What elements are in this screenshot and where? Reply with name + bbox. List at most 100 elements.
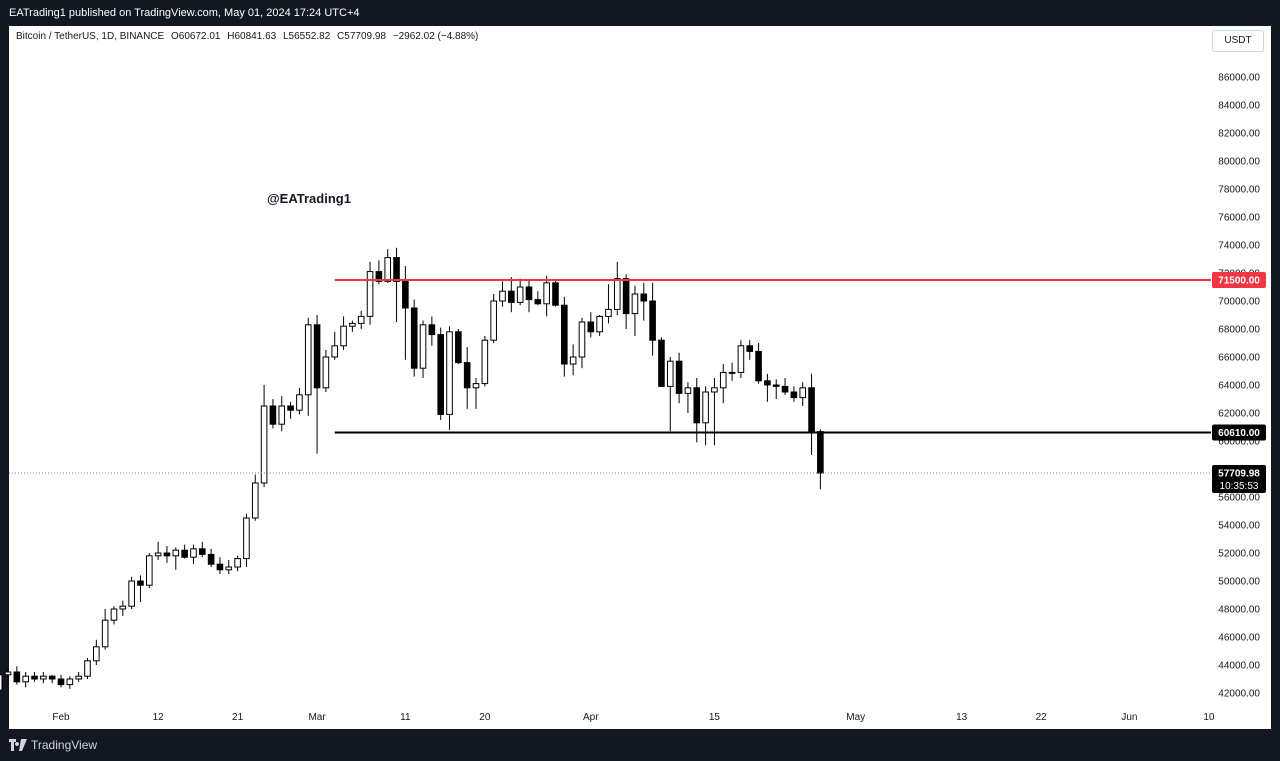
candle-body-down: [622, 278, 630, 315]
price-tick-label: 42000.00: [1218, 689, 1260, 700]
price-tick-label: 56000.00: [1218, 493, 1260, 504]
candle-body-down: [561, 304, 568, 365]
candle-body-up: [684, 387, 692, 394]
candle-body-down: [207, 553, 215, 565]
time-tick-label: Apr: [583, 712, 599, 723]
candle-body-up: [304, 324, 312, 396]
candle-body-up: [4, 671, 12, 676]
last-price-tag: [1212, 465, 1266, 494]
candle-body-down: [658, 339, 665, 387]
candle-body-up: [75, 675, 82, 680]
candle-body-up: [446, 331, 453, 415]
candle-body-up: [340, 325, 347, 347]
level-price-label: 71500.00: [1218, 276, 1260, 287]
candle-body-down: [137, 580, 144, 586]
candle-body-down: [48, 675, 56, 680]
candle-body-down: [772, 384, 780, 387]
candle-body-down: [216, 563, 224, 571]
candle-body-up: [84, 660, 91, 677]
candle-body-up: [666, 360, 674, 387]
price-tick-label: 68000.00: [1218, 325, 1260, 336]
candle-body-up: [702, 391, 709, 424]
time-tick-label: 22: [1036, 712, 1048, 723]
candle-body-up: [101, 619, 109, 648]
candle-body-down: [649, 300, 656, 341]
candle-body-down: [31, 675, 38, 680]
candle-body-up: [728, 371, 736, 374]
price-tick-label: 70000.00: [1218, 297, 1260, 308]
candle-body-down: [552, 282, 559, 306]
candle-body-down: [755, 350, 762, 382]
candle-body-up: [711, 387, 718, 393]
time-tick-label: Feb: [52, 712, 70, 723]
candle-body-up: [719, 371, 727, 389]
candle-body-up: [331, 345, 339, 358]
candle-body-up: [278, 405, 286, 425]
time-tick-label: Mar: [308, 712, 326, 723]
candle-body-down: [410, 307, 418, 369]
candle-body-down: [181, 549, 188, 558]
candle-body-up: [119, 605, 127, 610]
brand-label: TradingView: [31, 738, 98, 752]
ohlc-legend: Bitcoin / TetherUS, 1D, BINANCE O60672.0…: [16, 31, 482, 42]
candle-body-up: [128, 580, 135, 607]
time-tick-label: 20: [479, 712, 491, 723]
candle-body-down: [508, 290, 515, 303]
price-tick-label: 82000.00: [1218, 129, 1260, 140]
tradingview-logo-icon: [9, 739, 27, 751]
candle-body-up: [154, 552, 162, 557]
symbol-label: Bitcoin / TetherUS, 1D, BINANCE: [16, 31, 165, 42]
candle-body-up: [419, 324, 427, 369]
price-tick-label: 86000.00: [1218, 73, 1260, 84]
change-value: −2962.02 (−4.88%): [392, 31, 479, 42]
time-tick-label: 10: [1203, 712, 1215, 723]
candle-body-down: [525, 286, 533, 301]
candle-body-down: [287, 405, 294, 411]
candle-body-up: [799, 387, 807, 399]
candle-body-down: [198, 548, 206, 555]
candle-body-down: [313, 324, 321, 389]
price-tick-label: 44000.00: [1218, 661, 1260, 672]
candle-body-up: [40, 675, 47, 680]
price-tick-label: 62000.00: [1218, 409, 1260, 420]
candle-body-down: [817, 431, 824, 474]
candle-body-up: [234, 558, 241, 568]
candle-body-down: [640, 293, 648, 302]
level-price-tag: [1212, 272, 1266, 288]
chart-frame[interactable]: Bitcoin / TetherUS, 1D, BINANCE O60672.0…: [9, 26, 1271, 729]
candle-body-down: [375, 271, 383, 282]
candle-body-up: [596, 315, 603, 333]
currency-button[interactable]: USDT: [1212, 30, 1264, 52]
candle-body-up: [172, 549, 180, 557]
candle-body-up: [225, 566, 233, 571]
price-tick-label: 64000.00: [1218, 381, 1260, 392]
level-price-label: 60610.00: [1218, 428, 1260, 439]
high-value: H60841.63: [227, 31, 277, 42]
candle-body-up: [605, 308, 612, 317]
candle-body-down: [790, 391, 798, 399]
time-tick-label: 21: [232, 712, 244, 723]
candle-body-down: [693, 387, 701, 424]
tradingview-logo[interactable]: TradingView: [9, 738, 97, 752]
price-tick-label: 54000.00: [1218, 521, 1260, 532]
price-tick-label: 60000.00: [1218, 437, 1260, 448]
candle-body-down: [402, 280, 409, 309]
candle-body-up: [499, 290, 506, 302]
candle-body-up: [260, 405, 268, 484]
candle-body-up: [384, 257, 392, 282]
price-tick-label: 80000.00: [1218, 157, 1260, 168]
candle-body-up: [543, 282, 550, 305]
candle-body-up: [296, 394, 303, 411]
candle-body-down: [675, 360, 683, 394]
candle-body-up: [243, 517, 250, 560]
candle-body-up: [190, 548, 197, 558]
candle-body-down: [781, 385, 789, 393]
close-value: C57709.98: [337, 31, 386, 42]
candle-body-down: [13, 671, 21, 683]
candle-body-up: [146, 555, 153, 586]
price-tick-label: 66000.00: [1218, 353, 1260, 364]
candle-body-up: [472, 383, 480, 389]
candle-body-up: [357, 315, 365, 324]
level-price-tag: [1212, 424, 1266, 441]
